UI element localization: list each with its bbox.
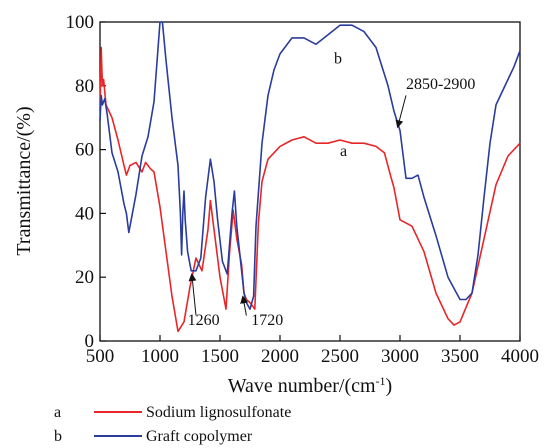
y-tick-label: 60 (75, 140, 94, 161)
y-tick-label: 40 (75, 203, 94, 224)
annotation-label: a (340, 143, 347, 160)
legend-key-b: b (54, 428, 62, 445)
legend-label-a: Sodium lignosulfonate (146, 404, 291, 421)
annotation-layer: b a 2850-2900 1260 1720 (188, 50, 476, 329)
annotation-label: 1260 (188, 312, 220, 329)
x-tick-label: 2000 (261, 346, 299, 367)
x-tick-label: 3000 (381, 346, 419, 367)
x-tick-label: 1500 (201, 346, 239, 367)
x-tick-label: 4000 (501, 346, 539, 367)
y-tick-label: 80 (75, 76, 94, 97)
annotation-arrow (188, 273, 197, 316)
annotation-arrow (240, 295, 249, 316)
x-tick-label: 1000 (141, 346, 179, 367)
x-tick-label: 500 (86, 346, 115, 367)
x-tick-label: 2500 (321, 346, 359, 367)
axis-ticks: 500 1000 1500 2000 2500 3000 3500 4000 0 20 40 60 80… (66, 12, 540, 367)
plot-frame (99, 21, 521, 342)
y-tick-label: 20 (75, 267, 94, 288)
series-line-b (99, 21, 521, 310)
y-tick-label: 0 (85, 331, 95, 352)
legend: a Sodium lignosulfonate b Graft copolymer (54, 404, 291, 445)
legend-label-b: Graft copolymer (146, 428, 253, 445)
y-tick-label: 100 (66, 12, 95, 33)
annotation-arrow (395, 95, 407, 129)
annotation-label: 1720 (251, 312, 283, 329)
legend-key-a: a (54, 404, 61, 421)
x-axis-label: Wave number/(cm-1) (228, 374, 392, 397)
series-layer (99, 21, 521, 333)
x-tick-label: 3500 (441, 346, 479, 367)
annotation-label: 2850-2900 (406, 76, 475, 93)
y-axis-label: Transmittance/(%) (13, 106, 35, 255)
annotation-label: b (334, 50, 342, 67)
